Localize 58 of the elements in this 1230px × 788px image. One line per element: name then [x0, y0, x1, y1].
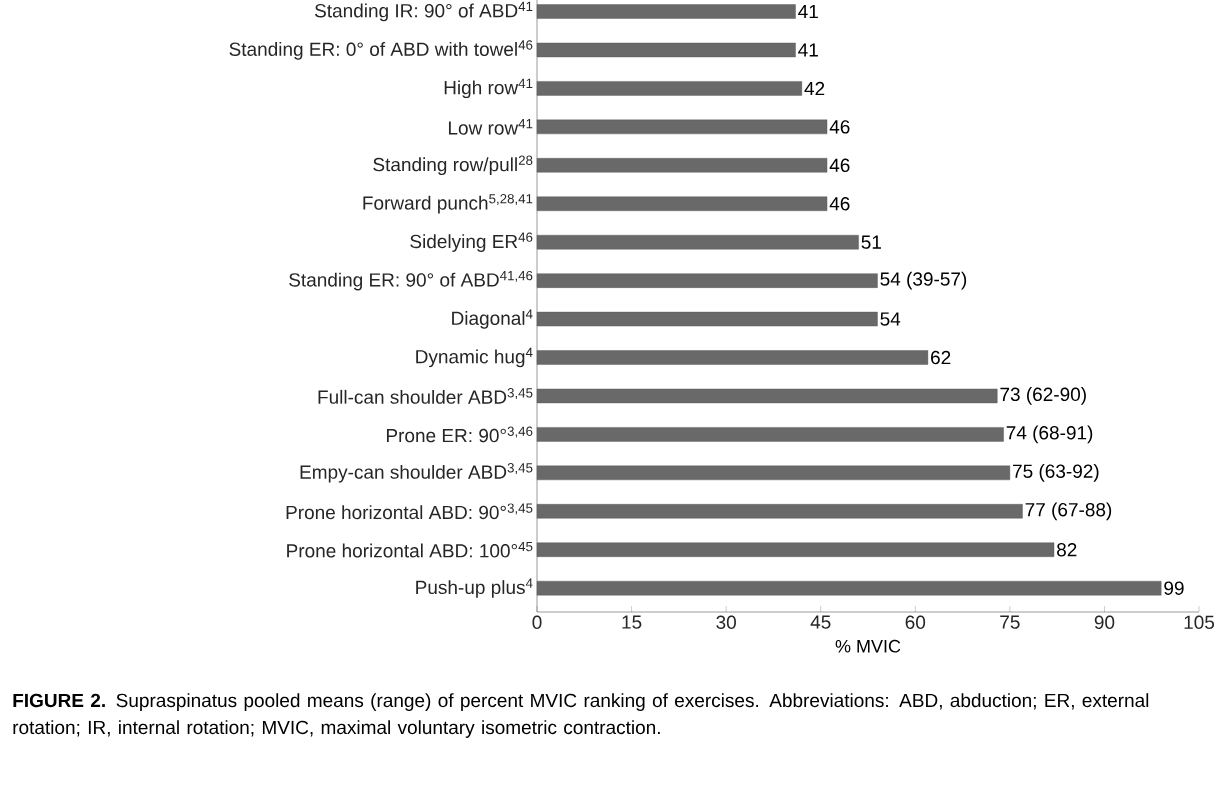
- bar: [536, 350, 929, 365]
- bar: [536, 119, 828, 135]
- data-label: 42: [804, 81, 825, 96]
- data-label: 54: [880, 312, 901, 326]
- bar: [536, 465, 1011, 481]
- x-tick-label: 105: [1184, 615, 1215, 629]
- bar: [536, 81, 803, 96]
- y-tick-label: High row$^{41}$: [444, 78, 533, 99]
- x-axis-title: % MVIC: [835, 639, 901, 653]
- x-tick-label: 75: [1000, 615, 1020, 629]
- x-tick-label: 30: [716, 615, 736, 629]
- bar: [536, 196, 828, 211]
- bar: [536, 273, 878, 288]
- x-tick-label: 0: [532, 615, 542, 629]
- y-tick-label: Diagonal$^{4}$: [452, 309, 533, 329]
- bar: [536, 427, 1004, 442]
- data-label: 54 (39-57): [880, 271, 967, 290]
- data-label: 41: [798, 43, 818, 57]
- y-tick-label: Forward punch$^{5,28,41}$: [363, 194, 533, 214]
- data-label: 74 (68-91): [1006, 425, 1093, 444]
- y-tick-label: Push-up plus$^{4}$: [416, 578, 533, 598]
- x-tick-label: 60: [905, 615, 926, 629]
- data-label: 82: [1057, 543, 1077, 557]
- data-label: 46: [829, 120, 850, 134]
- y-tick-label: Standing row/pull$^{28}$: [373, 155, 533, 176]
- data-label: 46: [829, 158, 850, 173]
- bar: [536, 4, 796, 19]
- y-tick-label: Full-can shoulder ABD$^{3,45}$: [318, 388, 533, 404]
- y-tick-label: Standing ER: 90° of ABD$^{41,46}$: [289, 270, 533, 291]
- y-tick-label: Sidelying ER$^{46}$: [410, 232, 533, 252]
- x-tick-label: 15: [622, 615, 642, 629]
- bar: [536, 311, 878, 327]
- data-label: 99: [1164, 581, 1184, 595]
- data-label: 41: [798, 5, 818, 19]
- bar: [536, 542, 1055, 557]
- bar: [536, 234, 859, 250]
- data-label: 51: [861, 235, 881, 249]
- x-tick-label: 90: [1094, 615, 1115, 629]
- data-label: 77 (67-88): [1025, 502, 1112, 521]
- y-tick-label: Standing ER: 0° of ABD with towel$^{46}$: [229, 40, 533, 60]
- bar: [536, 158, 828, 173]
- y-tick-label: Prone ER: 90°$^{3,46}$: [386, 426, 533, 443]
- y-tick-label: Prone horizontal ABD: 90°$^{3,45}$: [286, 503, 533, 520]
- x-tick-label: 45: [810, 615, 831, 629]
- data-label: 46: [829, 197, 850, 211]
- bar: [536, 42, 796, 58]
- data-label: 73 (62-90): [1000, 387, 1086, 405]
- y-tick-label: Dynamic hug$^{4}$: [416, 347, 533, 368]
- y-tick-label: Empy-can shoulder ABD$^{3,45}$: [300, 463, 533, 483]
- y-tick-label: Standing IR: 90° of ABD$^{41}$: [314, 1, 533, 22]
- text: FIGURE 2. Supraspinatus pooled means (range) of percent MVIC ranking of exercises. Abbreviations: ABD, abduction; ER, external rotation; IR, internal rotation; MVIC, maximal voluntary isometric contraction.: [13, 693, 1149, 738]
- bar: [536, 388, 998, 404]
- data-label: 75 (63-92): [1013, 463, 1099, 482]
- bar: [536, 504, 1023, 519]
- bar: [536, 580, 1162, 596]
- y-tick-label: Prone horizontal ABD: 100°$^{45}$: [287, 541, 533, 558]
- data-label: 62: [931, 350, 951, 365]
- y-tick-label: Low row$^{41}$: [448, 119, 533, 135]
